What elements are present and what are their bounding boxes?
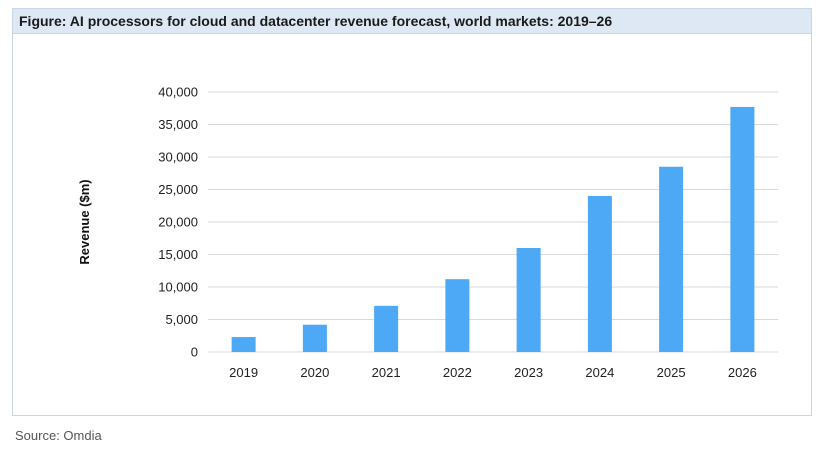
y-tick-label: 25,000 [158, 182, 198, 197]
figure-title: Figure: AI processors for cloud and data… [13, 9, 811, 34]
x-tick-label: 2019 [229, 365, 258, 380]
bar-2020 [302, 324, 327, 352]
y-axis-title: Revenue ($m) [77, 179, 92, 264]
bar-2026 [730, 106, 755, 352]
y-tick-label: 20,000 [158, 215, 198, 230]
bar-chart: 0 5,000 10,000 15,000 20,000 25,000 30,000 35,0… [77, 85, 778, 380]
y-tick-label: 15,000 [158, 247, 198, 262]
x-tick-label: 2023 [514, 365, 543, 380]
x-tick-label: 2024 [585, 365, 614, 380]
bar-2022 [445, 279, 470, 352]
bar-2024 [587, 196, 612, 352]
y-tick-label: 30,000 [158, 150, 198, 165]
bar-2025 [659, 166, 684, 352]
y-tick-label: 10,000 [158, 280, 198, 295]
y-axis-ticks: 0 5,000 10,000 15,000 20,000 25,000 30,000 35,0… [158, 85, 198, 360]
bar-2019 [231, 337, 256, 352]
y-tick-label: 40,000 [158, 85, 198, 100]
y-tick-label: 35,000 [158, 117, 198, 132]
x-tick-label: 2020 [300, 365, 329, 380]
source-note: Source: Omdia [15, 428, 102, 443]
bars [231, 106, 755, 352]
bar-2021 [374, 305, 399, 352]
x-tick-label: 2021 [372, 365, 401, 380]
x-axis-ticks: 2019 2020 2021 2022 2023 2024 2025 2026 [229, 365, 757, 380]
x-tick-label: 2022 [443, 365, 472, 380]
y-tick-label: 5,000 [165, 312, 198, 327]
y-tick-label: 0 [191, 345, 198, 360]
figure-container: Figure: AI processors for cloud and data… [12, 8, 812, 416]
x-tick-label: 2026 [728, 365, 757, 380]
gridlines [208, 91, 778, 353]
x-tick-label: 2025 [657, 365, 686, 380]
bar-2023 [516, 248, 541, 352]
